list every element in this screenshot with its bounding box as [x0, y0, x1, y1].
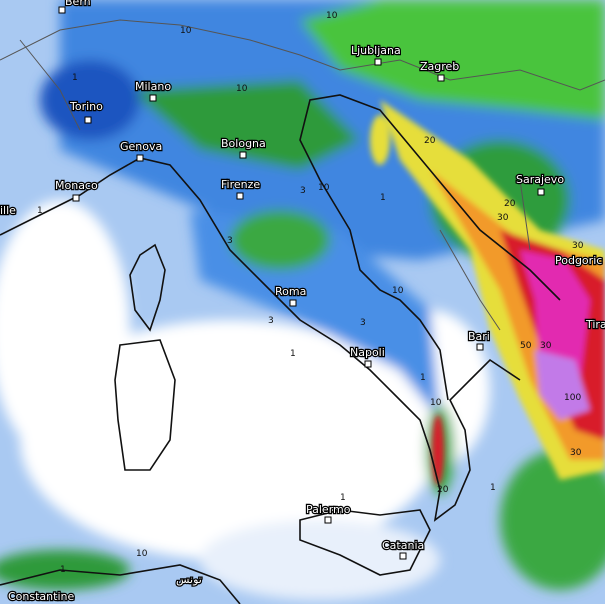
contour-label: 20: [504, 199, 516, 209]
city-label: Sarajevo: [516, 173, 564, 186]
city-marker: [324, 516, 332, 524]
city-marker: [72, 194, 80, 202]
city-label: Genova: [120, 140, 162, 153]
city-marker: [58, 6, 66, 14]
contour-label: 3: [227, 236, 233, 246]
contour-label: 1: [380, 193, 386, 203]
city-label: Bern: [65, 0, 91, 8]
contour-label: 100: [564, 393, 581, 403]
contour-label: 10: [392, 286, 404, 296]
contour-label: 3: [360, 318, 366, 328]
contour-label: 30: [497, 213, 509, 223]
city-label: Constantine: [8, 590, 74, 603]
city-label: Podgoric: [555, 254, 602, 267]
contour-label: 3: [300, 186, 306, 196]
contour-label: 10: [136, 549, 148, 559]
city-marker: [537, 188, 545, 196]
city-label: Roma: [275, 285, 306, 298]
contour-label: 30: [572, 241, 584, 251]
contour-label: 10: [326, 11, 338, 21]
contour-label: 20: [424, 136, 436, 146]
contour-label: 1: [420, 373, 426, 383]
contour-label: 50: [520, 341, 532, 351]
city-marker: [239, 151, 247, 159]
contour-label: 20: [437, 485, 449, 495]
contour-label: 1: [290, 349, 296, 359]
city-marker: [476, 343, 484, 351]
contour-label: 1: [60, 565, 66, 575]
city-label: تونس: [176, 573, 202, 586]
city-label: Firenze: [221, 178, 260, 191]
city-marker: [374, 58, 382, 66]
contour-label: 10: [430, 398, 442, 408]
city-label: Torino: [69, 100, 103, 113]
city-marker: [236, 192, 244, 200]
contour-labels: 10 10 10 1 1 3 3 3 10 10 20 20 30 30 50 30 100 30 10 20 1 1 1 1…: [37, 11, 584, 575]
contour-label: 1: [37, 206, 43, 216]
city-marker: [399, 552, 407, 560]
contour-label: 10: [318, 183, 330, 193]
city-label: ille: [0, 204, 16, 217]
city-marker: [364, 360, 372, 368]
city-marker: [149, 94, 157, 102]
city-label: Bologna: [221, 137, 266, 150]
city-label: Milano: [135, 80, 171, 93]
city-label: Monaco: [55, 179, 98, 192]
contour-label: 1: [72, 73, 78, 83]
contour-label: 10: [180, 26, 192, 36]
city-label: Napoli: [350, 346, 385, 359]
city-label: Tira: [585, 318, 605, 331]
contour-label: 30: [540, 341, 552, 351]
contour-label: 1: [490, 483, 496, 493]
contour-label: 1: [340, 493, 346, 503]
city-label: Palermo: [306, 503, 351, 516]
city-marker: [437, 74, 445, 82]
city-label: Bari: [468, 330, 490, 343]
city-marker: [136, 154, 144, 162]
contour-label: 3: [268, 316, 274, 326]
contour-label: 30: [570, 448, 582, 458]
contour-label: 10: [236, 84, 248, 94]
city-marker: [84, 116, 92, 124]
city-label: Ljubljana: [351, 44, 401, 57]
city-label: Catania: [382, 539, 424, 552]
coastlines: [0, 19, 605, 604]
city-label: Zagreb: [420, 60, 459, 73]
city-marker: [289, 299, 297, 307]
